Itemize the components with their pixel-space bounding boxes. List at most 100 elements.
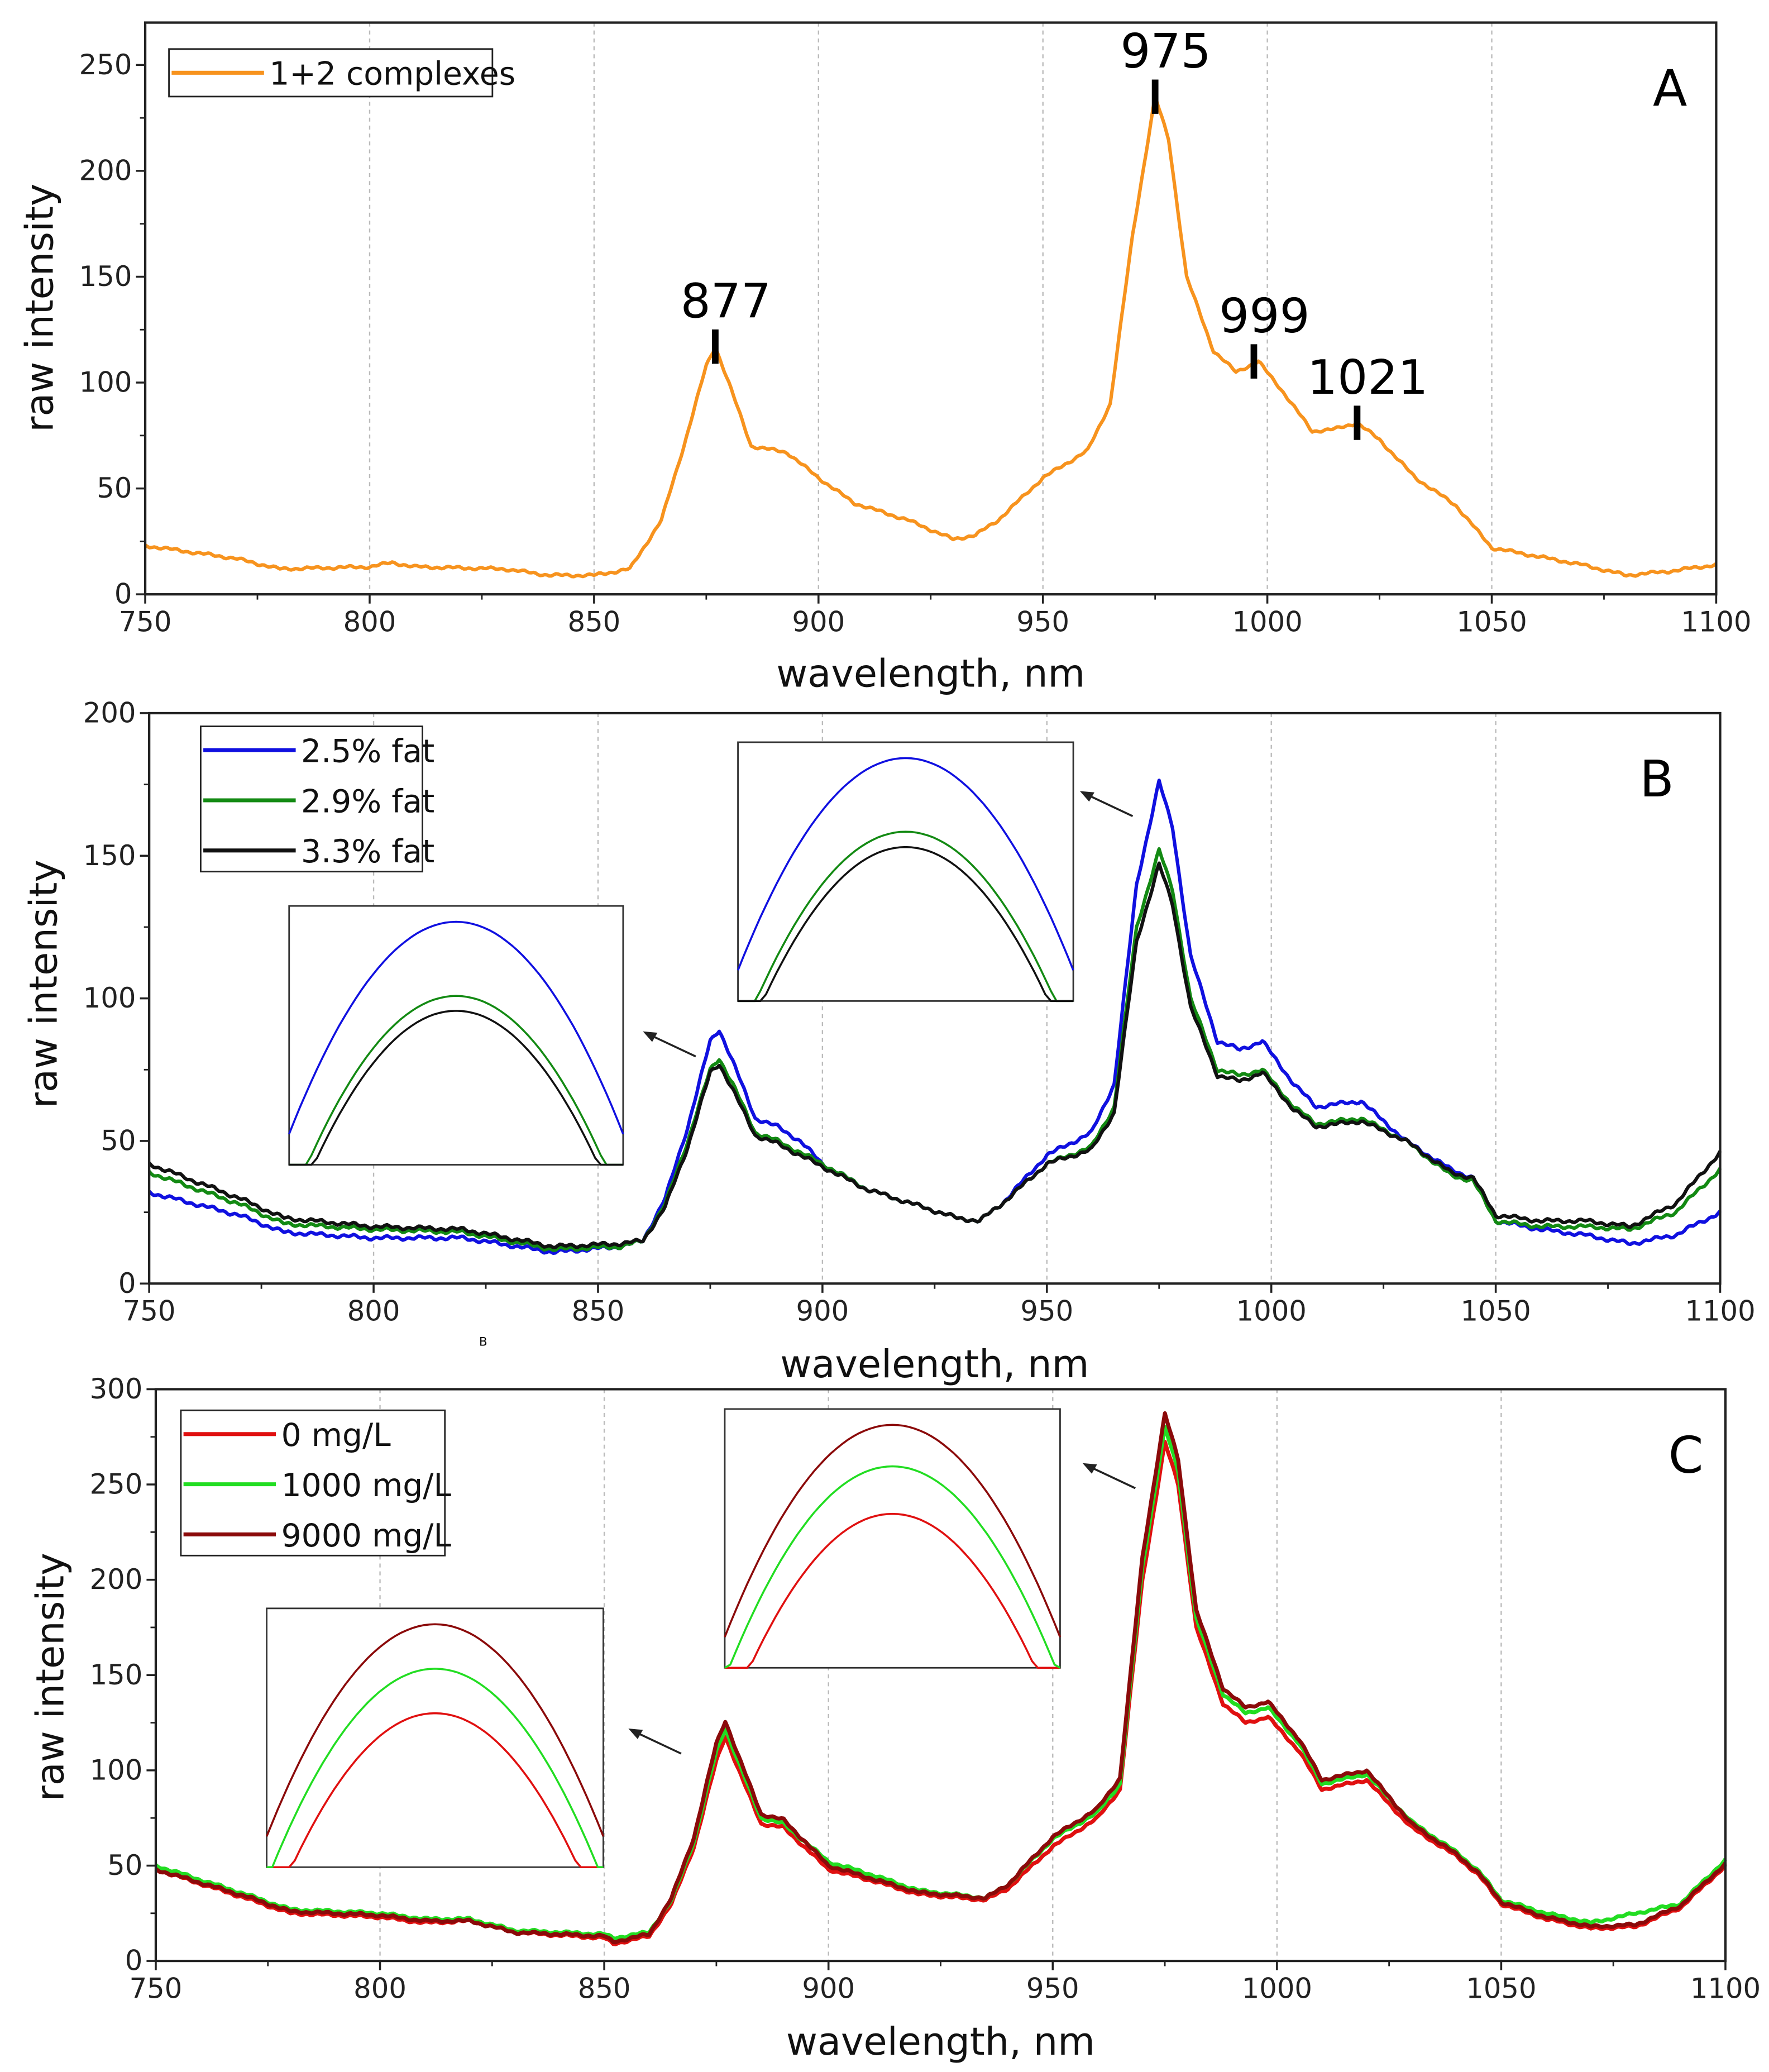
inset-curve-1 [724,1465,1061,1669]
y-tick-label: 150 [90,1659,143,1691]
legend-label: 0 mg/L [281,1417,391,1454]
arrow-line [635,1731,682,1755]
x-tick-label: 950 [1020,1295,1073,1327]
x-axis-label: wavelength, nm [776,652,1085,696]
panel-A: 750 800 850 900 950 1000 1050 1100 0 50 100 150 200 2… [18,21,1752,696]
y-tick-label: 100 [83,982,136,1014]
legend-label: 1000 mg/L [281,1467,452,1504]
peak-label: 999 [1219,289,1309,344]
y-tick-label: 300 [90,1373,143,1405]
y-tick-label: 250 [79,49,132,81]
x-tick-label: 800 [347,1295,400,1327]
series-line-2 [154,1411,1727,1945]
panel-label: C [1668,1426,1704,1484]
y-tick-label: 100 [90,1754,143,1786]
x-tick-label: 950 [1016,605,1069,638]
inset-1 [737,741,1134,1002]
inset-curve-1 [266,1668,604,1869]
x-axis-label: wavelength, nm [780,1342,1089,1387]
peak-label: 1021 [1307,350,1428,405]
x-tick-label: 900 [796,1295,849,1327]
inset-curve-2 [265,1623,605,1837]
x-tick-label: 1000 [1236,1295,1307,1327]
y-tick-label: 150 [79,260,132,293]
y-tick-label: 0 [125,1945,143,1977]
y-tick-label: 200 [79,154,132,187]
inset-curve-2 [724,1424,1062,1637]
inset-curve-1 [289,995,623,1166]
legend-label: 9000 mg/L [281,1517,452,1554]
series-line-0 [144,94,1718,579]
legend-label: 2.9% fat [301,783,434,820]
y-tick-label: 200 [90,1563,143,1596]
x-tick-label: 900 [802,1972,855,2004]
x-tick-label: 750 [123,1295,176,1327]
arrow-head-icon [628,1729,643,1739]
arrow-line [1090,1466,1136,1489]
y-axis-label: raw intensity [22,860,66,1108]
arrow-line [650,1034,696,1058]
inset-frame [737,741,1074,1002]
x-tick-label: 850 [578,1972,631,2004]
legend: 0 mg/L 1000 mg/L 9000 mg/L [180,1409,452,1557]
x-tick-label: 1100 [1681,605,1751,638]
inset-frame [724,1408,1061,1669]
arrow-head-icon [1079,791,1094,802]
y-tick-label: 100 [79,366,132,399]
arrow-head-icon [1082,1463,1097,1474]
y-tick-label: 50 [97,472,132,504]
inset-frame [288,905,624,1166]
inset-0 [265,1607,682,1869]
panel-label: B [1639,751,1674,809]
legend: 1+2 complexes [168,48,515,98]
x-tick-label: 750 [119,605,172,638]
plot-frame [144,21,1718,596]
arrow-line [1087,794,1134,817]
x-tick-label: 950 [1026,1972,1079,2004]
x-tick-label: 1000 [1232,605,1302,638]
x-tick-label: 1050 [1466,1972,1536,2004]
y-tick-label: 200 [83,697,136,729]
inset-curve-0 [288,920,624,1135]
stray-label: B [479,1335,487,1349]
y-tick-label: 50 [101,1125,136,1157]
inset-curve-0 [266,1712,604,1869]
x-tick-label: 1100 [1685,1295,1755,1327]
x-tick-label: 900 [792,605,845,638]
panel-B: 750 800 850 900 950 1000 1050 1100 0 50 100 150 200 w… [22,697,1756,1387]
legend-label: 1+2 complexes [269,56,515,93]
inset-curve-0 [724,1512,1060,1669]
x-tick-label: 850 [568,605,621,638]
x-tick-label: 1050 [1456,605,1527,638]
inset-frame [266,1607,604,1868]
y-axis-label: raw intensity [28,1553,73,1801]
y-axis-label: raw intensity [18,184,63,432]
inset-curve-0 [737,757,1074,971]
inset-1 [724,1408,1136,1669]
inset-curve-1 [738,830,1074,1002]
x-tick-label: 1100 [1690,1972,1761,2004]
arrow-head-icon [643,1031,658,1042]
peak-label: 975 [1120,24,1211,79]
legend-label: 3.3% fat [301,833,434,870]
series-line-2 [147,861,1722,1249]
y-tick-label: 0 [118,1267,136,1300]
x-tick-label: 1000 [1242,1972,1312,2004]
legend: 2.5% fat 2.9% fat 3.3% fat [199,725,434,873]
x-axis-label: wavelength, nm [786,2020,1095,2064]
inset-curve-2 [738,846,1074,1002]
x-tick-label: 1050 [1460,1295,1531,1327]
inset-0 [288,905,696,1166]
panel-C: 750 800 850 900 950 1000 1050 1100 0 50 100 150 200 2… [28,1373,1761,2064]
inset-curve-2 [289,1010,623,1166]
y-tick-label: 0 [114,578,132,610]
legend-label: 2.5% fat [301,733,434,770]
y-tick-label: 250 [90,1468,143,1501]
y-tick-label: 50 [107,1849,142,1882]
x-tick-label: 800 [353,1972,407,2004]
peak-label: 877 [681,274,771,330]
x-tick-label: 850 [572,1295,625,1327]
panel-label: A [1653,60,1687,118]
y-tick-label: 150 [83,839,136,872]
